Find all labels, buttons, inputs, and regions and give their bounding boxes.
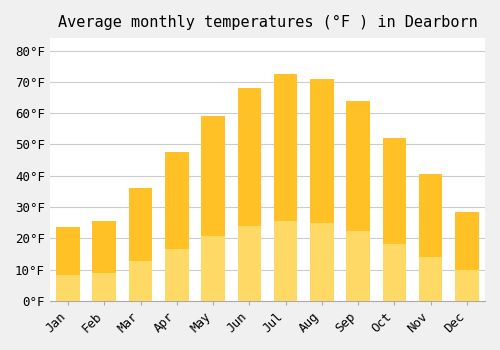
Bar xyxy=(202,116,225,236)
Bar xyxy=(274,74,297,222)
Bar xyxy=(128,261,152,301)
Bar xyxy=(56,228,80,275)
Bar xyxy=(455,212,478,270)
Bar xyxy=(346,231,370,301)
Bar xyxy=(92,273,116,301)
Bar xyxy=(419,257,442,301)
Bar xyxy=(455,270,478,301)
Bar xyxy=(346,101,370,231)
Bar xyxy=(56,275,80,301)
Bar xyxy=(382,244,406,301)
Bar xyxy=(382,138,406,244)
Bar xyxy=(310,79,334,223)
Title: Average monthly temperatures (°F ) in Dearborn: Average monthly temperatures (°F ) in De… xyxy=(58,15,478,30)
Bar xyxy=(92,221,116,273)
Bar xyxy=(128,188,152,261)
Bar xyxy=(202,236,225,301)
Bar xyxy=(238,226,261,301)
Bar xyxy=(310,223,334,301)
Bar xyxy=(238,88,261,226)
Bar xyxy=(165,152,188,249)
Bar xyxy=(165,249,188,301)
Bar xyxy=(274,222,297,301)
Bar xyxy=(419,174,442,257)
